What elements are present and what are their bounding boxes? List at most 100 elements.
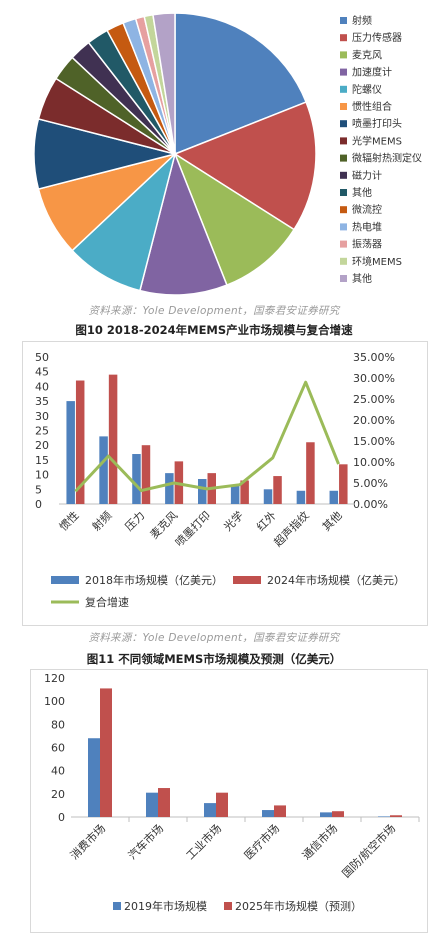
y-tick-label: 80 — [51, 718, 65, 731]
bar-2018 — [329, 490, 339, 504]
legend-label: 磁力计 — [352, 169, 382, 182]
y-tick-label: 0 — [35, 498, 42, 511]
legend-label-2025: 2025年市场规模（预测） — [235, 899, 362, 913]
legend-swatch — [340, 171, 347, 179]
legend-swatch — [340, 189, 347, 196]
y2-tick-label: 15.00% — [353, 435, 395, 448]
bar-2025 — [274, 805, 286, 817]
pie-slice — [71, 151, 177, 292]
y-tick-label: 45 — [35, 366, 49, 379]
legend-label: 光学MEMS — [352, 134, 402, 147]
legend-label: 热电堆 — [352, 220, 382, 233]
y-tick-label: 5 — [35, 483, 42, 496]
x-tick-label: 喷墨打印 — [172, 508, 213, 549]
figure-11-chart: 0 20 40 60 80 100 120 消费市场 汽车市场 工业市场 医疗市场 通信市场 国防/航空… — [44, 672, 420, 913]
bar-2018 — [263, 489, 273, 504]
x-tick-label: 通信市场 — [299, 821, 340, 862]
growth-line — [74, 380, 340, 493]
y2-tick-label: 20.00% — [353, 414, 395, 427]
bar-2019 — [88, 738, 100, 817]
figure-11-frame: 0 20 40 60 80 100 120 消费市场 汽车市场 工业市场 医疗市场 通信市场 国防/航空… — [30, 669, 428, 933]
pie-slice — [152, 12, 176, 155]
legend-label-2024: 2024年市场规模（亿美元） — [267, 573, 405, 587]
bar-2018 — [165, 473, 174, 504]
legend-swatch — [340, 85, 347, 93]
bar-2019 — [320, 812, 332, 817]
y-tick-label: 10 — [35, 469, 49, 482]
x-tick-label: 工业市场 — [183, 821, 224, 862]
y-tick-label: 25 — [35, 425, 49, 438]
y-tick-label: 15 — [35, 454, 49, 467]
x-tick-label: 超声指纹 — [271, 508, 312, 549]
y-tick-label: 100 — [44, 695, 65, 708]
bar-2019 — [262, 810, 274, 817]
legend-label: 压力传感器 — [352, 31, 402, 44]
bar-2024 — [240, 480, 249, 504]
legend-swatch — [340, 34, 347, 42]
bar-2024 — [339, 464, 348, 504]
legend-label: 微流控 — [352, 203, 382, 216]
y-tick-label: 40 — [51, 765, 65, 778]
bar-2024 — [75, 380, 85, 504]
y2-tick-label: 30.00% — [353, 372, 395, 385]
bar-2018 — [296, 490, 306, 504]
legend-swatch — [340, 206, 347, 214]
x-tick-label: 其他 — [320, 509, 345, 534]
legend-label: 其他 — [352, 186, 372, 199]
y2-tick-label: 25.00% — [353, 393, 395, 406]
legend-label: 射频 — [352, 14, 372, 27]
bar-2019 — [378, 816, 390, 817]
figure-11-title: 图11 不同领域MEMS市场规模及预测（亿美元） — [86, 652, 342, 666]
y2-tick-label: 5.00% — [353, 477, 388, 490]
bar-2024 — [141, 445, 151, 504]
y-tick-label: 0 — [58, 811, 65, 824]
legend-swatch — [340, 154, 347, 162]
bar-2025 — [216, 792, 228, 817]
bar-2025 — [158, 788, 170, 817]
y-tick-label: 20 — [51, 788, 65, 801]
x-tick-label: 汽车市场 — [125, 821, 166, 862]
legend-label: 麦克风 — [352, 49, 382, 61]
legend-swatch — [340, 103, 347, 110]
bar-2024 — [273, 476, 282, 504]
bar-2018 — [132, 454, 141, 504]
bar-2018 — [198, 479, 207, 504]
x-tick-label: 消费市场 — [67, 821, 108, 862]
legend-swatch — [340, 223, 347, 231]
x-tick-label: 医疗市场 — [241, 821, 282, 862]
bar-2025 — [100, 688, 112, 817]
legend-swatch — [340, 17, 347, 24]
bar-2024 — [306, 442, 315, 504]
x-tick-label: 光学 — [221, 508, 246, 533]
legend-swatch — [340, 120, 347, 128]
source-note-1: 资料来源：Yole Development，国泰君安证券研究 — [88, 305, 340, 317]
bar-2024 — [108, 374, 118, 504]
legend-label: 其他 — [352, 272, 372, 285]
legend-label: 环境MEMS — [352, 255, 402, 268]
legend-swatch — [340, 137, 347, 145]
legend-swatch-2025 — [224, 902, 232, 910]
y2-tick-label: 35.00% — [353, 351, 395, 364]
legend-swatch — [340, 257, 347, 265]
bar-2019 — [146, 792, 158, 817]
bar-2018 — [99, 436, 108, 504]
legend-swatch — [340, 68, 347, 76]
y-tick-label: 35 — [35, 395, 49, 408]
legend-swatch-2019 — [113, 902, 121, 910]
bar-2018 — [66, 401, 75, 504]
legend-label: 惯性组合 — [352, 100, 392, 113]
figure-10-chart: 051015202530354045500.00%5.00%10.00%15.0… — [35, 351, 405, 609]
pie-slice — [173, 101, 317, 231]
pie-slice — [173, 152, 296, 287]
legend-label: 加速度计 — [352, 66, 392, 79]
legend-label: 陀螺仪 — [352, 83, 382, 96]
x-tick-label: 红外 — [254, 509, 279, 534]
legend-label-2018: 2018年市场规模（亿美元） — [85, 573, 223, 587]
x-tick-label: 惯性 — [56, 508, 81, 533]
bar-2025 — [390, 815, 402, 817]
x-tick-label: 国防/航空市场 — [339, 821, 398, 880]
legend-swatch — [340, 275, 347, 282]
y-tick-label: 120 — [44, 672, 65, 685]
pie-slice — [174, 12, 308, 156]
